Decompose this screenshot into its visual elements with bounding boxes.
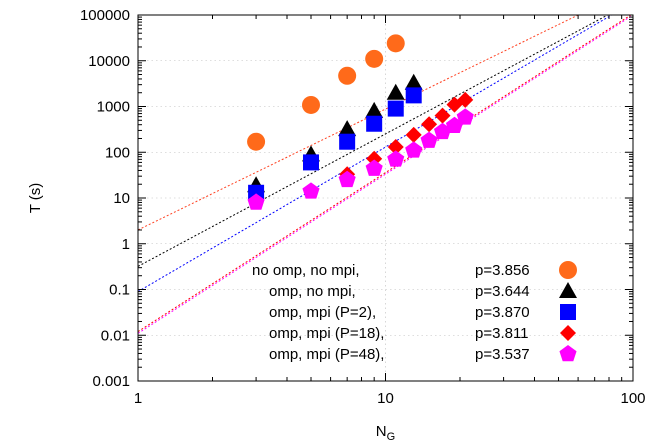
x-tick-label: 1 bbox=[134, 390, 142, 407]
data-point-series-1 bbox=[247, 132, 266, 151]
data-point-series-5 bbox=[456, 108, 474, 125]
legend: no omp, no mpi, p=3.856 omp, no mpi, p=3.64… bbox=[252, 261, 577, 363]
legend-p-value-series-4: p=3.811 bbox=[475, 325, 529, 342]
data-point-series-3 bbox=[366, 115, 383, 132]
data-point-series-2 bbox=[338, 120, 357, 137]
y-tick-label: 0.1 bbox=[109, 282, 130, 299]
fit-line-series-3 bbox=[137, 14, 612, 293]
legend-p-value-series-2: p=3.644 bbox=[475, 283, 530, 300]
y-tick-label: 10 bbox=[113, 190, 130, 207]
y-tick-label: 10000 bbox=[88, 53, 130, 70]
data-point-series-4 bbox=[405, 126, 422, 143]
data-point-series-3 bbox=[339, 133, 356, 150]
data-point-series-2 bbox=[365, 101, 384, 118]
x-axis-label-subscript: G bbox=[387, 431, 396, 440]
ticks: 0.001 0.01 0.1 1 10 100 1000 10000 100000 1 10 100 bbox=[80, 7, 646, 407]
x-tick-label: 100 bbox=[620, 390, 645, 407]
data-point-series-5 bbox=[302, 182, 320, 199]
data-points bbox=[247, 34, 474, 210]
data-point-series-5 bbox=[365, 159, 383, 176]
y-tick-label: 1000 bbox=[97, 99, 130, 116]
x-axis-label-main: N bbox=[376, 423, 387, 440]
legend-marker-series-4 bbox=[560, 325, 576, 341]
data-point-series-3 bbox=[302, 154, 319, 171]
y-tick-label: 100000 bbox=[80, 7, 130, 24]
x-tick-label: 10 bbox=[377, 390, 394, 407]
legend-label-series-1: no omp, no mpi, bbox=[252, 262, 360, 279]
legend-marker-series-1 bbox=[559, 261, 577, 279]
data-point-series-1 bbox=[386, 34, 405, 53]
y-tick-label: 0.01 bbox=[101, 327, 130, 344]
data-point-series-4 bbox=[434, 107, 451, 124]
data-point-series-1 bbox=[301, 95, 320, 114]
data-point-series-5 bbox=[387, 150, 405, 167]
legend-label-series-5: omp, mpi (P=48), bbox=[269, 346, 384, 363]
y-tick-label: 0.001 bbox=[92, 373, 130, 390]
data-point-series-5 bbox=[433, 122, 452, 140]
legend-label-series-3: omp, mpi (P=2), bbox=[269, 304, 376, 321]
x-axis-label: NG bbox=[376, 423, 395, 440]
data-point-series-4 bbox=[457, 91, 474, 108]
legend-marker-series-3 bbox=[560, 304, 576, 320]
fit-line-series-4 bbox=[137, 14, 632, 333]
y-tick-label: 100 bbox=[105, 144, 130, 161]
legend-marker-series-2 bbox=[559, 282, 577, 298]
data-point-series-5 bbox=[247, 193, 265, 210]
fit-lines bbox=[137, 14, 634, 334]
legend-p-value-series-5: p=3.537 bbox=[475, 346, 530, 363]
legend-marker-series-5 bbox=[559, 345, 577, 362]
legend-label-series-2: omp, no mpi, bbox=[269, 283, 356, 300]
legend-p-value-series-3: p=3.870 bbox=[475, 304, 530, 321]
legend-label-series-4: omp, mpi (P=18), bbox=[269, 325, 384, 342]
fit-line-series-1 bbox=[137, 14, 579, 231]
data-point-series-5 bbox=[405, 141, 423, 158]
data-point-series-1 bbox=[338, 66, 357, 85]
data-point-series-2 bbox=[386, 83, 405, 100]
data-point-series-4 bbox=[421, 116, 438, 133]
data-point-series-3 bbox=[405, 87, 422, 104]
legend-p-value-series-1: p=3.856 bbox=[475, 262, 530, 279]
data-point-series-5 bbox=[338, 170, 356, 188]
data-point-series-1 bbox=[365, 49, 384, 68]
y-tick-label: 1 bbox=[122, 236, 130, 253]
fit-line-series-2 bbox=[137, 14, 608, 267]
data-point-series-4 bbox=[387, 139, 404, 156]
data-point-series-5 bbox=[420, 131, 438, 148]
data-point-series-3 bbox=[387, 100, 404, 117]
y-axis-label: T (s) bbox=[27, 183, 44, 214]
grid bbox=[138, 15, 633, 381]
data-point-series-2 bbox=[404, 73, 423, 90]
